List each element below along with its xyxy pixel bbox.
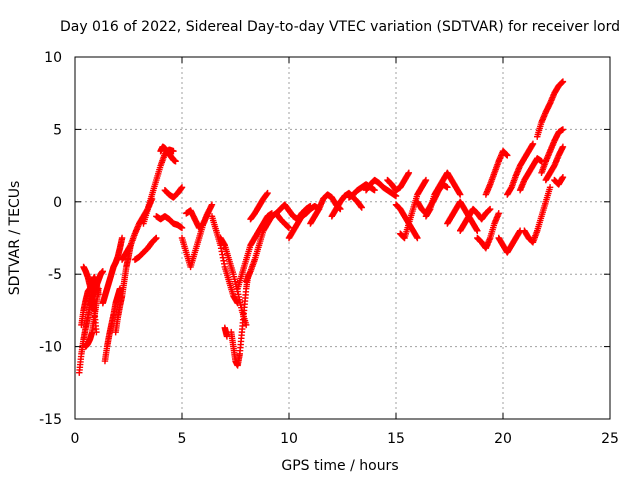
x-tick-label: 15 xyxy=(387,431,405,447)
y-axis-label: SDTVAR / TECUs xyxy=(7,181,23,296)
series-track-ap xyxy=(534,78,567,140)
y-tick-label: -15 xyxy=(39,412,62,428)
data-point xyxy=(243,321,250,329)
y-tick-label: 5 xyxy=(53,122,62,138)
data-point xyxy=(546,184,554,191)
y-tick-label: -5 xyxy=(48,267,62,283)
series-track-ao xyxy=(521,184,554,246)
data-point xyxy=(153,234,160,242)
series-track-t xyxy=(234,210,276,292)
data-point xyxy=(559,78,567,85)
y-tick-label: 0 xyxy=(53,195,62,211)
data-point xyxy=(170,147,177,155)
series-track-s xyxy=(221,324,231,340)
x-tick-label: 20 xyxy=(494,431,512,447)
series-track-d xyxy=(82,285,102,350)
data-point xyxy=(99,268,107,275)
data-point xyxy=(371,187,378,194)
y-tick-label: -10 xyxy=(39,340,62,356)
data-point xyxy=(223,333,231,340)
data-point xyxy=(444,184,451,191)
series-track-an xyxy=(516,155,545,194)
data-point xyxy=(474,227,481,234)
data-point xyxy=(172,158,179,165)
series-track-as xyxy=(551,173,567,188)
series-track-p xyxy=(208,213,241,307)
series-track-ad xyxy=(392,201,421,242)
data-point xyxy=(118,234,126,242)
grid xyxy=(75,57,610,419)
series-track-ag xyxy=(422,169,464,220)
series-track-n xyxy=(178,201,216,271)
data-point xyxy=(204,210,211,217)
series-track-k xyxy=(131,234,160,263)
data-point xyxy=(414,234,421,242)
x-axis-label: GPS time / hours xyxy=(281,458,398,474)
chart-title: Day 016 of 2022, Sidereal Day-to-day VTE… xyxy=(60,19,620,35)
series-track-v xyxy=(247,189,271,223)
data-point xyxy=(559,173,567,181)
series-track-ar xyxy=(542,143,567,184)
series-track-ae xyxy=(397,176,430,242)
data-point xyxy=(178,224,186,232)
x-axis: 0 5 10 15 20 25 xyxy=(71,57,619,447)
data-point xyxy=(264,189,271,197)
data-point xyxy=(405,169,413,177)
data-point xyxy=(285,224,293,232)
x-tick-label: 5 xyxy=(178,431,187,447)
series-track-x xyxy=(285,202,323,242)
data-point xyxy=(559,143,567,150)
series-track-ah xyxy=(444,198,481,234)
series-track-j xyxy=(157,143,179,165)
data-point xyxy=(486,205,494,213)
series-track-al xyxy=(495,227,524,256)
series-track-ai xyxy=(457,205,494,234)
series-track-m xyxy=(161,184,186,201)
series-track-ab xyxy=(362,176,400,200)
data-point xyxy=(495,210,502,217)
data-point xyxy=(95,285,102,292)
data-point xyxy=(178,184,186,191)
series-track-f xyxy=(99,234,126,307)
series-track-aa xyxy=(345,181,378,201)
y-tick-label: 10 xyxy=(44,50,62,66)
series-track-o xyxy=(183,207,211,232)
y-axis: -15 -10 -5 0 5 10 xyxy=(39,50,610,428)
data-point xyxy=(392,192,400,200)
series-track-aq xyxy=(538,126,567,177)
series-track-aj xyxy=(474,210,502,252)
data-point xyxy=(529,140,537,148)
x-tick-label: 25 xyxy=(601,431,619,447)
data-point xyxy=(559,126,567,133)
series-track-ak xyxy=(482,147,511,198)
data-point xyxy=(208,201,216,208)
data-point xyxy=(358,204,365,211)
data-point xyxy=(457,191,464,198)
data-point xyxy=(504,152,511,159)
data-point xyxy=(422,176,430,184)
x-tick-label: 0 xyxy=(71,431,80,447)
plot-frame xyxy=(74,56,611,420)
series-track-ac xyxy=(384,169,413,194)
series-track-am xyxy=(504,140,537,198)
series-track-l xyxy=(153,213,186,232)
x-tick-label: 10 xyxy=(280,431,298,447)
data-marks xyxy=(76,78,567,376)
